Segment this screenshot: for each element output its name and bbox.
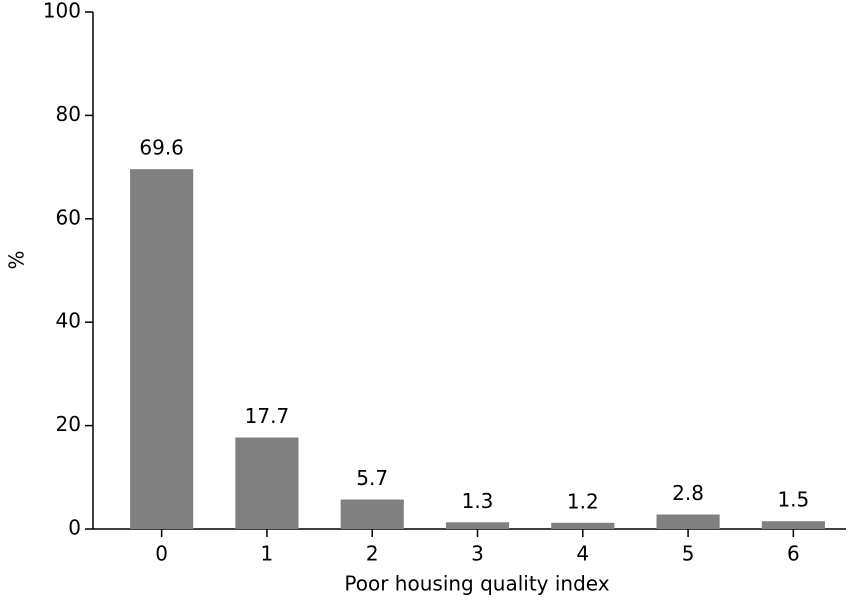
x-tick-label: 4 (576, 542, 589, 566)
data-label: 69.6 (139, 136, 184, 160)
y-tick-label: 80 (56, 102, 81, 126)
bar (340, 499, 404, 529)
x-axis-label: Poor housing quality index (344, 572, 609, 596)
x-tick-label: 6 (787, 542, 800, 566)
y-tick-label: 40 (56, 309, 81, 333)
bar (656, 514, 720, 529)
y-axis-label: % (5, 250, 29, 269)
bar (445, 522, 510, 529)
y-tick-label: 60 (56, 205, 81, 229)
data-label: 1.5 (777, 488, 809, 512)
y-tick-label: 100 (43, 0, 81, 23)
y-tick-label: 0 (68, 516, 81, 540)
bar (235, 437, 299, 529)
data-label: 1.2 (567, 489, 599, 513)
data-label: 17.7 (245, 404, 290, 428)
data-label: 5.7 (356, 466, 388, 490)
x-tick-label: 2 (366, 542, 379, 566)
x-tick-label: 0 (155, 542, 168, 566)
x-tick-label: 5 (682, 542, 695, 566)
bar (130, 169, 194, 529)
bar (551, 522, 615, 529)
x-tick-label: 3 (471, 542, 484, 566)
bar (761, 521, 825, 529)
y-tick-label: 20 (56, 412, 81, 436)
data-label: 1.3 (462, 489, 494, 513)
data-label: 2.8 (672, 481, 704, 505)
x-tick-label: 1 (261, 542, 274, 566)
